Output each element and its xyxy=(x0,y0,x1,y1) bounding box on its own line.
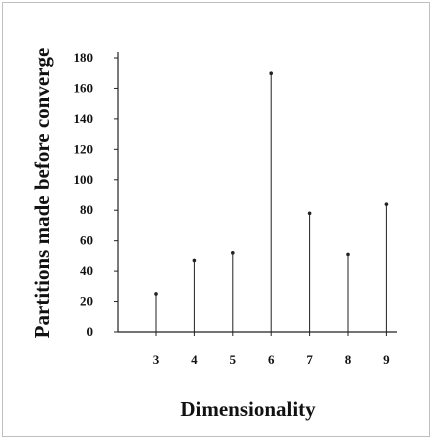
x-tick-label: 4 xyxy=(191,352,198,367)
y-tick-label: 120 xyxy=(74,141,94,156)
stems xyxy=(154,71,389,332)
stem-point xyxy=(307,211,312,216)
x-axis-title: Dimensionality xyxy=(180,397,316,421)
x-tick-label: 6 xyxy=(268,352,275,367)
y-tick-label: 80 xyxy=(80,202,93,217)
y-tick-label: 0 xyxy=(87,324,94,339)
stem-point xyxy=(231,251,235,255)
chart-frame xyxy=(2,2,430,437)
x-tick-label: 3 xyxy=(153,352,160,367)
stem-point xyxy=(154,292,158,296)
stem-point xyxy=(346,252,350,257)
y-tick-label: 160 xyxy=(74,80,94,95)
x-tick-label: 5 xyxy=(230,352,237,367)
x-ticks: 3 4 5 6 7 8 9 xyxy=(153,332,390,367)
x-tick-label: 9 xyxy=(383,352,390,367)
stem-point xyxy=(384,202,389,206)
y-axis-title: Partitions made before converge xyxy=(30,48,54,339)
stem-point xyxy=(269,71,274,76)
y-tick-label: 20 xyxy=(80,294,93,309)
y-tick-label: 180 xyxy=(74,50,94,65)
y-tick-label: 60 xyxy=(80,233,93,248)
stem-point xyxy=(192,258,197,263)
y-tick-label: 40 xyxy=(80,263,93,278)
y-tick-label: 100 xyxy=(74,172,94,187)
x-tick-label: 8 xyxy=(345,352,352,367)
x-tick-label: 7 xyxy=(306,352,313,367)
y-ticks: 0 20 40 60 80 100 120 140 160 180 xyxy=(74,50,118,339)
y-tick-label: 140 xyxy=(74,111,94,126)
